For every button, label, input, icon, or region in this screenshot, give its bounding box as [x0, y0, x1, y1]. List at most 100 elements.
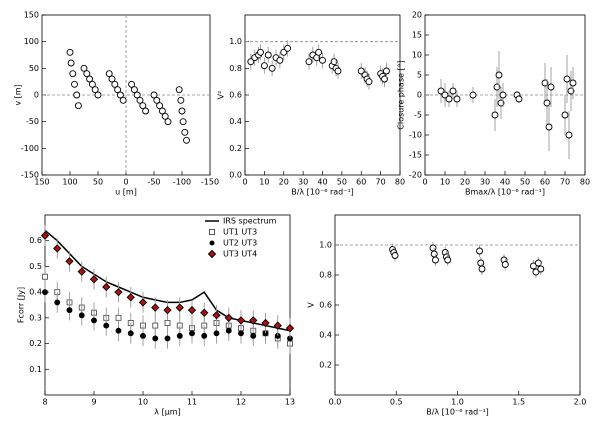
point — [77, 267, 86, 276]
point — [179, 118, 187, 126]
point — [164, 320, 171, 326]
point — [260, 62, 268, 70]
point — [441, 91, 449, 99]
point — [547, 83, 555, 91]
point — [139, 102, 147, 110]
y-tick-label: 50 — [29, 64, 39, 73]
point — [365, 78, 373, 86]
point — [501, 261, 509, 268]
point — [150, 91, 158, 99]
y-tick-label: 15 — [412, 31, 422, 40]
y-tick-label: 0.2 — [229, 144, 242, 153]
point — [140, 332, 146, 339]
point — [478, 265, 486, 273]
point — [66, 307, 73, 314]
point — [142, 107, 150, 115]
legend-label: UT1 UT3 — [223, 228, 257, 237]
point — [88, 80, 96, 88]
y-tick-label: 0 — [34, 91, 39, 100]
x-tick-label: 70 — [376, 178, 386, 187]
x-tick-label: 12 — [236, 398, 246, 407]
point — [164, 118, 172, 126]
point — [105, 70, 113, 78]
point — [175, 86, 183, 94]
y-tick-label: -50 — [26, 117, 39, 126]
point — [83, 70, 91, 78]
y-tick-label: 10 — [412, 51, 422, 60]
point — [67, 59, 75, 67]
y-tick-label: 1.0 — [229, 37, 242, 46]
x-tick-label: 50 — [520, 178, 530, 187]
point — [469, 91, 477, 99]
point — [561, 111, 569, 119]
x-tick-label: 50 — [93, 178, 103, 187]
y-tick-label: 0.4 — [319, 331, 332, 340]
y-tick-label: -100 — [21, 144, 39, 153]
point — [128, 80, 136, 88]
point — [453, 95, 461, 103]
point — [200, 308, 209, 317]
point — [437, 87, 445, 95]
point — [284, 44, 292, 52]
point — [236, 316, 246, 325]
y-tick-label: 0.6 — [319, 301, 332, 310]
point — [152, 322, 159, 329]
point — [103, 322, 110, 329]
point — [212, 311, 221, 320]
point — [177, 96, 185, 104]
point — [213, 330, 220, 337]
plot-frame — [334, 214, 581, 396]
y-tick-label: -20 — [409, 171, 422, 180]
point — [176, 332, 183, 339]
point — [115, 314, 122, 321]
y-tick-label: 5 — [417, 71, 422, 80]
y-tick-label: -5 — [414, 111, 422, 120]
x-tick-label: 80 — [580, 178, 590, 187]
x-tick-label: 1.0 — [451, 398, 464, 407]
x-tick-label: 10 — [440, 178, 450, 187]
x-tick-label: 10 — [138, 398, 148, 407]
point — [158, 107, 166, 115]
point — [391, 252, 399, 259]
point — [189, 330, 195, 337]
point — [42, 289, 48, 296]
point — [545, 123, 553, 131]
x-axis-label: u [m] — [115, 188, 137, 197]
y-tick-label: 0.0 — [229, 171, 242, 180]
y-tick-label: 150 — [24, 11, 39, 20]
point — [537, 265, 545, 273]
point — [499, 91, 507, 99]
x-axis-label: B/λ [10⁻⁶ rad⁻¹] — [291, 188, 354, 197]
y-tick-label: 0.3 — [29, 313, 42, 322]
x-tick-label: -100 — [173, 178, 191, 187]
y-tick-label: 0.6 — [229, 91, 242, 100]
point — [181, 128, 189, 136]
x-tick-label: 40 — [317, 178, 327, 187]
point — [257, 48, 264, 56]
point — [74, 102, 82, 110]
point — [54, 299, 61, 306]
point — [444, 256, 452, 264]
y-axis-label: Closure phase [°] — [397, 60, 406, 129]
x-tick-label: 0 — [242, 178, 247, 187]
point — [183, 136, 190, 144]
y-tick-label: 0.4 — [229, 117, 242, 126]
point — [273, 321, 282, 330]
point — [432, 256, 439, 264]
point — [126, 293, 135, 302]
point — [543, 99, 551, 107]
y-tick-label: 0.2 — [29, 339, 42, 348]
point — [86, 75, 94, 83]
point — [65, 257, 74, 266]
point — [136, 96, 144, 104]
point — [429, 244, 437, 252]
x-tick-label: 150 — [34, 178, 49, 187]
x-tick-label: 11 — [187, 398, 197, 407]
point — [250, 332, 257, 339]
x-tick-label: 40 — [500, 178, 510, 187]
y-tick-label: 0.4 — [29, 288, 42, 297]
point — [66, 48, 74, 56]
point — [276, 56, 284, 64]
x-tick-label: 20 — [460, 178, 470, 187]
